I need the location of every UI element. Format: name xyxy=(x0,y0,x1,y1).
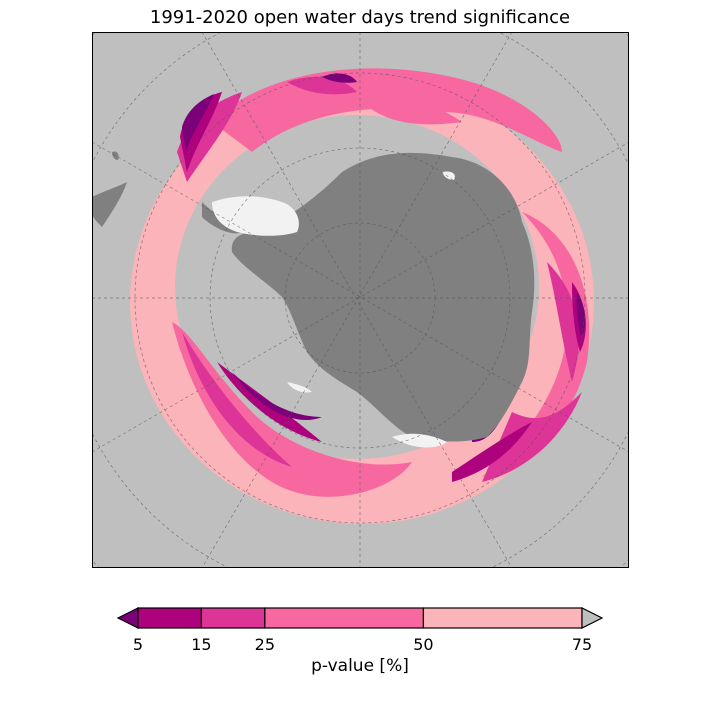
band-15-25 xyxy=(177,92,242,182)
colorbar-bin-5 xyxy=(581,607,604,629)
band-5-15 xyxy=(180,92,222,172)
colorbar-bin-2 xyxy=(200,607,266,629)
colorbar-tick-label: 15 xyxy=(191,635,212,654)
band-25-50 xyxy=(212,68,562,152)
colorbar-tick-label: 75 xyxy=(571,635,593,654)
colorbar-tick-label: 50 xyxy=(413,635,434,654)
chart-title: 1991-2020 open water days trend signific… xyxy=(149,7,571,28)
polar-map xyxy=(92,32,629,568)
band-lt-5 xyxy=(182,94,214,152)
ice-shelf xyxy=(212,196,299,236)
colorbar-bin-1 xyxy=(137,607,203,629)
colorbar-tick-label: 25 xyxy=(254,635,276,654)
antarctica-land xyxy=(231,152,535,442)
colorbar-label: p-value [%] xyxy=(311,656,409,676)
colorbar-bin-4 xyxy=(422,607,583,629)
south-america-land xyxy=(92,182,127,227)
gridlines xyxy=(92,32,629,568)
colorbar-bin-0 xyxy=(116,607,139,629)
colorbar-tick-label: 5 xyxy=(132,635,144,654)
colorbar xyxy=(110,600,610,640)
colorbar-bin-3 xyxy=(264,607,425,629)
